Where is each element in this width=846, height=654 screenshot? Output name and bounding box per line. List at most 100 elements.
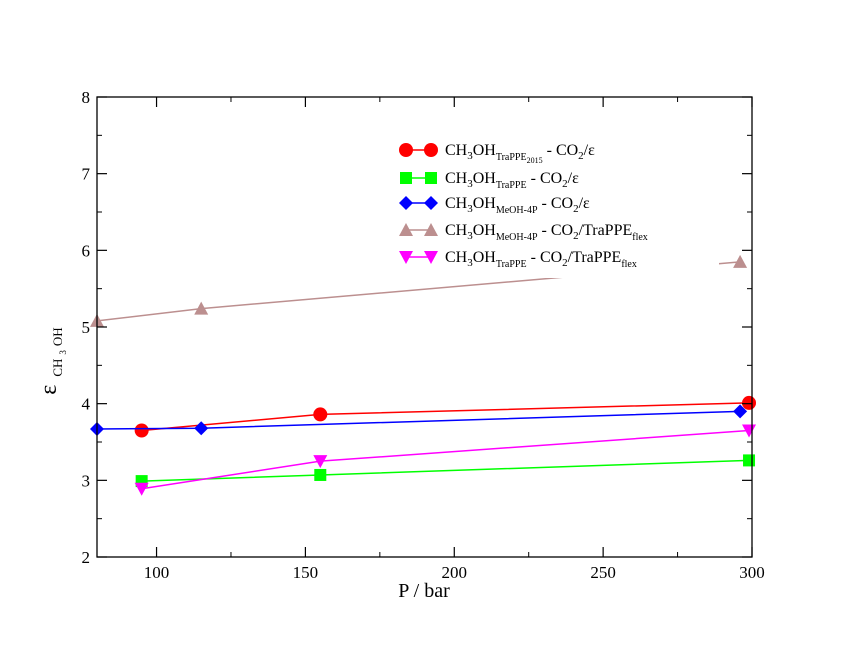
series-2 (135, 454, 756, 488)
legend-item: CH3OHMeOH-4P - CO2/TraPPEflex (399, 222, 648, 243)
legend-label-part: /ε (579, 195, 590, 212)
legend-label-part: 2015 (527, 156, 543, 165)
data-point (733, 254, 748, 268)
legend-label-part: MeOH-4P (496, 205, 538, 216)
series-3 (90, 404, 748, 436)
series-line (141, 459, 750, 482)
series-line (141, 429, 750, 490)
legend-label-part: /TraPPE (579, 222, 633, 239)
legend-label-part: OH (473, 170, 497, 187)
data-point (134, 482, 149, 496)
data-point (743, 454, 756, 467)
x-axis-title: P / bar (398, 580, 450, 602)
legend-label-part: CH (445, 249, 468, 266)
legend-label-part: /ε (568, 170, 579, 187)
legend-item: CH3OHTraPPE2015 - CO2/ε (399, 142, 595, 165)
data-point (733, 404, 748, 419)
legend-label-part: - CO (538, 195, 574, 212)
legend-label-part: 3 (467, 257, 473, 269)
x-tick-label: 250 (590, 563, 616, 582)
legend-label: CH3OHTraPPE - CO2/ε (445, 170, 579, 191)
legend-label: CH3OHMeOH-4P - CO2/ε (445, 195, 590, 216)
legend-label-part: /TraPPE (568, 249, 622, 266)
series-5 (134, 424, 757, 496)
legend-marker (424, 143, 438, 157)
legend-marker (400, 172, 412, 184)
legend-marker (399, 143, 413, 157)
legend-label-part: OH (473, 195, 497, 212)
series-line (141, 402, 750, 432)
legend-label-part: TraPPE (496, 259, 527, 270)
legend-label-part: 3 (467, 150, 473, 162)
x-tick-label: 100 (144, 563, 170, 582)
legend-label-part: - CO (527, 249, 563, 266)
legend-label-part: 3 (467, 203, 473, 215)
legend-item: CH3OHMeOH-4P - CO2/ε (399, 195, 590, 216)
y-tick-label: 7 (82, 165, 91, 184)
legend-label-part: CH (445, 142, 468, 159)
legend-label-part: MeOH-4P (496, 232, 538, 243)
legend-label-part: OH (473, 249, 497, 266)
legend-label-part: 2 (562, 178, 568, 190)
plot-marks (90, 254, 757, 496)
legend-label-part: OH (473, 222, 497, 239)
legend-item: CH3OHTraPPE - CO2/TraPPEflex (399, 249, 637, 270)
x-tick-label: 300 (739, 563, 765, 582)
data-point (314, 468, 327, 481)
y-tick-label: 4 (82, 395, 91, 414)
y-tick-label: 6 (82, 241, 91, 260)
legend-label-part: - CO (543, 142, 579, 159)
data-point (194, 421, 209, 436)
svg-text:ε CH 3 OH: ε CH 3 OH (36, 327, 70, 394)
legend-marker (424, 196, 438, 210)
legend-label: CH3OHMeOH-4P - CO2/TraPPEflex (445, 222, 648, 243)
legend-marker (399, 223, 413, 236)
legend-item: CH3OHTraPPE - CO2/ε (400, 170, 579, 191)
legend-marker (399, 196, 413, 210)
data-point (313, 455, 328, 469)
y-axis-title-sub-pre: CH (50, 359, 65, 377)
legend-label-part: flex (621, 259, 637, 270)
legend-marker (424, 223, 438, 236)
legend-label-part: 3 (467, 230, 473, 242)
legend-label-part: - CO (538, 222, 574, 239)
y-tick-label: 5 (82, 318, 91, 337)
legend-label-part: 2 (578, 150, 584, 162)
legend-marker (424, 251, 438, 264)
y-axis-title-sub-post: OH (50, 327, 65, 346)
legend-label-part: CH (445, 170, 468, 187)
axis-ticks: 100 150 200 250 300 2 3 4 5 6 7 8 (82, 88, 765, 582)
legend-label-part: TraPPE (496, 152, 527, 163)
data-point (313, 407, 328, 422)
x-tick-label: 150 (293, 563, 319, 582)
legend-label: CH3OHTraPPE - CO2/TraPPEflex (445, 249, 637, 270)
legend-label-part: TraPPE (496, 180, 527, 191)
legend-marker (399, 251, 413, 264)
x-tick-label: 200 (442, 563, 468, 582)
legend-label-part: - CO (527, 170, 563, 187)
legend-label-part: OH (473, 142, 497, 159)
legend-marker (425, 172, 437, 184)
data-point (134, 423, 149, 438)
y-axis-title-main: ε (36, 385, 62, 395)
y-axis-title-sub-num: 3 (58, 350, 68, 355)
legend-label-part: 3 (467, 178, 473, 190)
legend-background (389, 128, 719, 278)
data-point (742, 395, 757, 410)
data-point (194, 301, 209, 315)
legend-label-part: 2 (573, 203, 579, 215)
y-tick-label: 8 (82, 88, 91, 107)
series-1 (134, 395, 757, 438)
legend-label-part: 2 (562, 257, 568, 269)
legend-label-part: CH (445, 222, 468, 239)
legend-label-part: /ε (584, 142, 595, 159)
y-axis-title: ε CH 3 OH (36, 327, 70, 394)
y-tick-label: 3 (82, 471, 91, 490)
legend-label-part: 2 (573, 230, 579, 242)
legend-label: CH3OHTraPPE2015 - CO2/ε (445, 142, 595, 165)
y-tick-label: 2 (82, 548, 91, 567)
legend-label-part: flex (632, 232, 648, 243)
legend-label-part: CH (445, 195, 468, 212)
